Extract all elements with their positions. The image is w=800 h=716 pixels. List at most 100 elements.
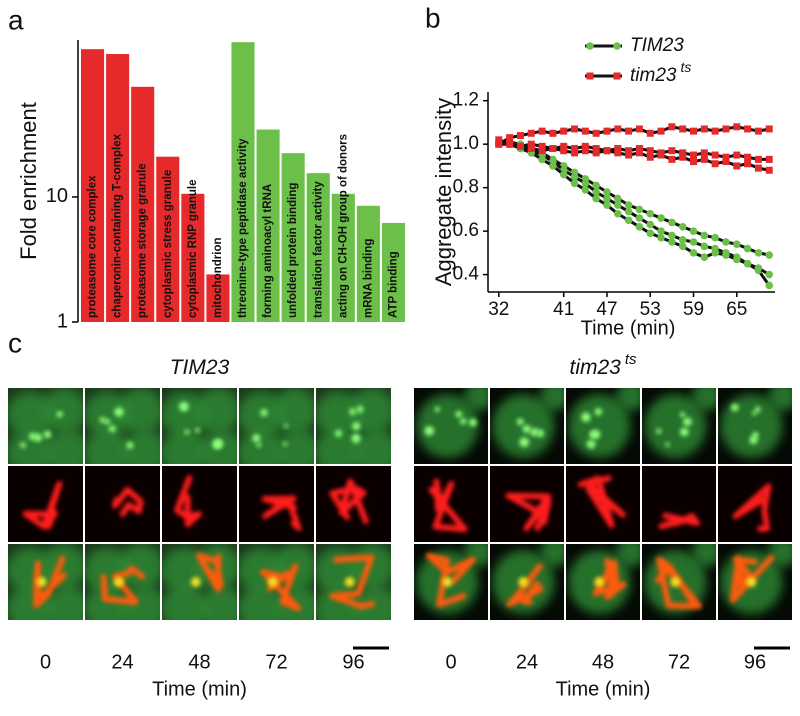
cell	[41, 388, 83, 434]
micrograph-content	[316, 544, 391, 620]
time-label: 48	[188, 651, 210, 673]
cell	[122, 429, 160, 464]
bar	[106, 54, 130, 322]
marker	[754, 249, 763, 257]
overlap	[594, 577, 605, 587]
mito	[174, 474, 203, 528]
spot	[99, 416, 106, 423]
cell	[353, 429, 391, 464]
spot	[752, 431, 759, 439]
marker	[549, 145, 557, 153]
spot	[754, 406, 761, 413]
y-tick-label: 0.6	[453, 220, 479, 241]
panel-label: c	[8, 327, 22, 358]
cell	[768, 388, 792, 411]
marker	[592, 145, 600, 153]
marker	[613, 209, 622, 218]
cell	[162, 429, 209, 464]
time-label: 72	[668, 651, 690, 673]
micrograph-title: tim23 ts	[569, 351, 637, 379]
marker	[538, 155, 546, 164]
micrograph-content	[316, 388, 391, 464]
overlap	[113, 577, 124, 587]
marker	[722, 251, 730, 259]
bar	[381, 222, 405, 322]
marker	[571, 149, 579, 157]
cell	[118, 388, 160, 434]
marker	[765, 270, 774, 279]
cell	[41, 544, 83, 590]
marker	[635, 222, 644, 231]
marker	[581, 186, 590, 194]
marker	[570, 172, 579, 181]
marker	[581, 127, 589, 135]
bar-label: proteasome core complex	[87, 175, 99, 318]
x-tick-label: 53	[640, 299, 661, 320]
legend-name: TIM23	[630, 35, 684, 56]
cell	[162, 585, 209, 620]
marker	[603, 127, 611, 135]
cell	[118, 544, 160, 590]
cell	[540, 388, 564, 411]
time-label: 0	[40, 651, 51, 673]
spot	[349, 408, 357, 416]
spot	[455, 410, 463, 418]
spot	[516, 418, 524, 426]
marker	[700, 242, 709, 251]
micrograph-content	[492, 544, 564, 614]
mito	[658, 512, 701, 530]
marker	[733, 162, 741, 170]
legend-label: TIM23	[630, 35, 684, 56]
spot	[256, 442, 262, 448]
marker	[592, 194, 600, 203]
marker	[668, 155, 676, 163]
marker	[614, 125, 622, 133]
marker	[668, 218, 676, 227]
marker	[765, 166, 773, 174]
spot	[195, 427, 200, 433]
marker	[733, 151, 741, 159]
cell	[692, 388, 716, 411]
marker	[592, 149, 600, 157]
spot	[20, 442, 26, 449]
marker	[690, 127, 698, 135]
marker	[586, 72, 594, 80]
marker	[635, 214, 644, 222]
marker	[732, 240, 741, 248]
spot	[43, 430, 52, 439]
micrograph-content	[174, 474, 203, 528]
marker	[754, 155, 762, 163]
mito	[100, 565, 146, 606]
bar	[131, 86, 155, 322]
cell	[45, 429, 83, 464]
marker	[743, 259, 752, 268]
cell	[616, 544, 640, 567]
micrograph-content	[22, 480, 63, 530]
cell	[272, 388, 314, 434]
legend-name: tim23	[630, 65, 677, 86]
mito	[33, 555, 67, 609]
spot	[114, 407, 124, 417]
y-tick-label: 10	[46, 185, 68, 207]
cell	[568, 394, 631, 458]
bar	[306, 173, 330, 322]
marker	[743, 244, 752, 253]
micrograph	[8, 466, 83, 542]
marker	[625, 127, 633, 135]
bar-label: proteasome storage granule	[137, 163, 149, 318]
legend-label: tim23 ts	[630, 59, 691, 86]
cell	[540, 544, 564, 567]
marker	[613, 194, 622, 203]
micrograph-content	[85, 544, 160, 620]
cell	[464, 388, 488, 411]
marker	[635, 205, 644, 214]
marker	[690, 151, 698, 159]
time-label: 24	[516, 651, 538, 673]
marker	[700, 155, 708, 163]
marker	[722, 238, 730, 246]
bar-label: unfolded protein binding	[287, 183, 299, 318]
mito	[506, 563, 544, 608]
bar-label: cytoplasmic stress granule	[162, 170, 174, 318]
marker	[765, 155, 773, 163]
spot	[356, 405, 364, 413]
